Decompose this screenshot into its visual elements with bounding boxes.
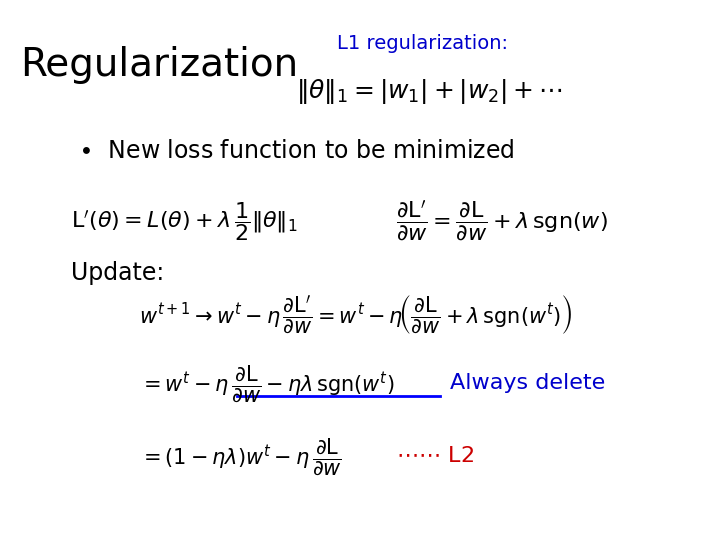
Text: $= w^t - \eta\,\dfrac{\partial \mathrm{L}}{\partial w} - \eta\lambda\,\mathrm{sg: $= w^t - \eta\,\dfrac{\partial \mathrm{L…	[139, 363, 395, 404]
Text: $= (1 - \eta\lambda)w^t - \eta\,\dfrac{\partial \mathrm{L}}{\partial w}$: $= (1 - \eta\lambda)w^t - \eta\,\dfrac{\…	[139, 436, 342, 477]
Text: Regularization: Regularization	[20, 46, 298, 84]
Text: $\cdots\cdots\ \mathrm{L2}$: $\cdots\cdots\ \mathrm{L2}$	[395, 446, 474, 467]
Text: L1 regularization:: L1 regularization:	[337, 33, 508, 53]
Text: $w^{t+1} \rightarrow w^t - \eta\,\dfrac{\partial \mathrm{L}'}{\partial w} = w^t : $w^{t+1} \rightarrow w^t - \eta\,\dfrac{…	[139, 294, 572, 338]
Text: $\dfrac{\partial \mathrm{L}'}{\partial w} = \dfrac{\partial \mathrm{L}}{\partial: $\dfrac{\partial \mathrm{L}'}{\partial w…	[395, 199, 608, 244]
Text: Always delete: Always delete	[450, 373, 605, 394]
Text: $\|\theta\|_1 = |w_1|+|w_2|+\cdots$: $\|\theta\|_1 = |w_1|+|w_2|+\cdots$	[296, 77, 563, 106]
Text: Update:: Update:	[71, 261, 164, 285]
Text: $\bullet$  New loss function to be minimized: $\bullet$ New loss function to be minimi…	[78, 139, 515, 163]
Text: $\mathrm{L}'(\theta) = L(\theta) + \lambda\,\dfrac{1}{2}\|\theta\|_1$: $\mathrm{L}'(\theta) = L(\theta) + \lamb…	[71, 200, 298, 243]
